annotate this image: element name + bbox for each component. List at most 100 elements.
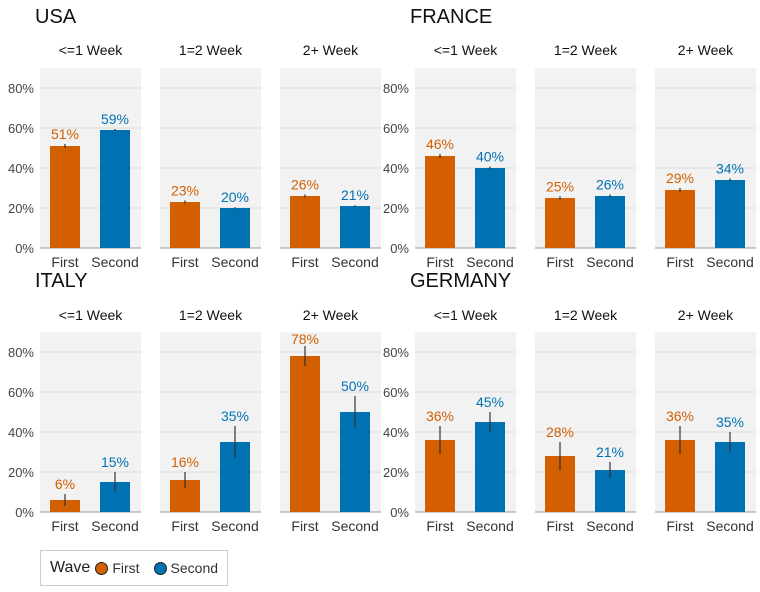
data-label: 26% — [596, 176, 624, 192]
data-label: 46% — [426, 136, 454, 152]
x-tick-label: Second — [211, 518, 258, 534]
facet-title: <=1 Week — [59, 307, 124, 323]
legend: Wave First Second — [40, 550, 228, 586]
bar-usa-first — [290, 196, 320, 248]
x-tick-label: Second — [586, 518, 633, 534]
bar-usa-second — [340, 206, 370, 248]
x-tick-label: First — [426, 254, 453, 270]
bar-usa-first — [170, 202, 200, 248]
x-tick-label: Second — [331, 518, 378, 534]
x-tick-label: First — [666, 518, 693, 534]
data-label: 25% — [546, 178, 574, 194]
facet-title: 1=2 Week — [554, 42, 618, 58]
bar-germany-second — [475, 422, 505, 512]
data-label: 40% — [476, 148, 504, 164]
facet-title: <=1 Week — [434, 42, 499, 58]
facet-title: 2+ Week — [303, 42, 359, 58]
y-tick-label-france: 40% — [383, 161, 409, 176]
legend-label-first: First — [112, 560, 140, 576]
legend-item-first: First — [95, 560, 140, 576]
y-tick-label-usa: 20% — [8, 201, 34, 216]
facet-title: 2+ Week — [303, 307, 359, 323]
y-tick-label-italy: 80% — [8, 345, 34, 360]
data-label: 26% — [291, 176, 319, 192]
x-tick-label: Second — [466, 254, 513, 270]
y-tick-label-germany: 40% — [383, 425, 409, 440]
x-tick-label: First — [666, 254, 693, 270]
y-tick-label-italy: 20% — [8, 465, 34, 480]
data-label: 36% — [426, 408, 454, 424]
x-tick-label: Second — [586, 254, 633, 270]
x-tick-label: Second — [91, 518, 138, 534]
bar-italy-first — [290, 356, 320, 512]
data-label: 28% — [546, 424, 574, 440]
x-tick-label: First — [171, 254, 198, 270]
facet-title: 2+ Week — [678, 307, 734, 323]
y-tick-label-usa: 60% — [8, 121, 34, 136]
x-tick-label: Second — [91, 254, 138, 270]
x-tick-label: Second — [706, 518, 753, 534]
y-tick-label-italy: 0% — [15, 505, 34, 520]
data-label: 20% — [221, 189, 249, 205]
y-tick-label-italy: 60% — [8, 385, 34, 400]
y-tick-label-france: 20% — [383, 201, 409, 216]
bar-usa-second — [100, 130, 130, 248]
x-tick-label: First — [171, 518, 198, 534]
x-tick-label: First — [51, 518, 78, 534]
data-label: 21% — [341, 187, 369, 203]
x-tick-label: Second — [331, 254, 378, 270]
facet-title: 1=2 Week — [179, 307, 243, 323]
y-tick-label-usa: 0% — [15, 241, 34, 256]
data-label: 15% — [101, 454, 129, 470]
bar-france-first — [545, 198, 575, 248]
data-label: 35% — [716, 414, 744, 430]
data-label: 59% — [101, 111, 129, 127]
y-tick-label-france: 0% — [390, 241, 409, 256]
x-tick-label: First — [51, 254, 78, 270]
x-tick-label: Second — [211, 254, 258, 270]
y-tick-label-germany: 60% — [383, 385, 409, 400]
data-label: 23% — [171, 182, 199, 198]
facet-title: 1=2 Week — [554, 307, 618, 323]
y-tick-label-france: 60% — [383, 121, 409, 136]
x-tick-label: First — [546, 518, 573, 534]
facet-title: <=1 Week — [59, 42, 124, 58]
country-title-france: FRANCE — [410, 6, 492, 28]
data-label: 21% — [596, 444, 624, 460]
x-tick-label: First — [546, 254, 573, 270]
data-label: 29% — [666, 170, 694, 186]
data-label: 16% — [171, 454, 199, 470]
facet-title: 2+ Week — [678, 42, 734, 58]
country-title-germany: GERMANY — [410, 270, 511, 292]
data-label: 34% — [716, 160, 744, 176]
facet-title: <=1 Week — [434, 307, 499, 323]
bar-france-first — [425, 156, 455, 248]
bar-usa-first — [50, 146, 80, 248]
bar-france-second — [715, 180, 745, 248]
data-label: 78% — [291, 331, 319, 347]
bar-italy-second — [340, 412, 370, 512]
y-tick-label-germany: 20% — [383, 465, 409, 480]
data-label: 6% — [55, 476, 75, 492]
legend-title: Wave — [50, 559, 91, 576]
y-tick-label-usa: 40% — [8, 161, 34, 176]
y-tick-label-usa: 80% — [8, 81, 34, 96]
data-label: 45% — [476, 394, 504, 410]
bar-france-first — [665, 190, 695, 248]
data-label: 51% — [51, 126, 79, 142]
legend-label-second: Second — [170, 560, 219, 576]
y-tick-label-france: 80% — [383, 81, 409, 96]
x-tick-label: First — [426, 518, 453, 534]
bar-germany-second — [715, 442, 745, 512]
data-label: 50% — [341, 378, 369, 394]
x-tick-label: First — [291, 518, 318, 534]
y-tick-label-italy: 40% — [8, 425, 34, 440]
country-title-italy: ITALY — [35, 270, 88, 292]
y-tick-label-germany: 0% — [390, 505, 409, 520]
facet-title: 1=2 Week — [179, 42, 243, 58]
x-tick-label: First — [291, 254, 318, 270]
legend-swatch-second — [153, 561, 167, 575]
bar-france-second — [595, 196, 625, 248]
x-tick-label: Second — [706, 254, 753, 270]
